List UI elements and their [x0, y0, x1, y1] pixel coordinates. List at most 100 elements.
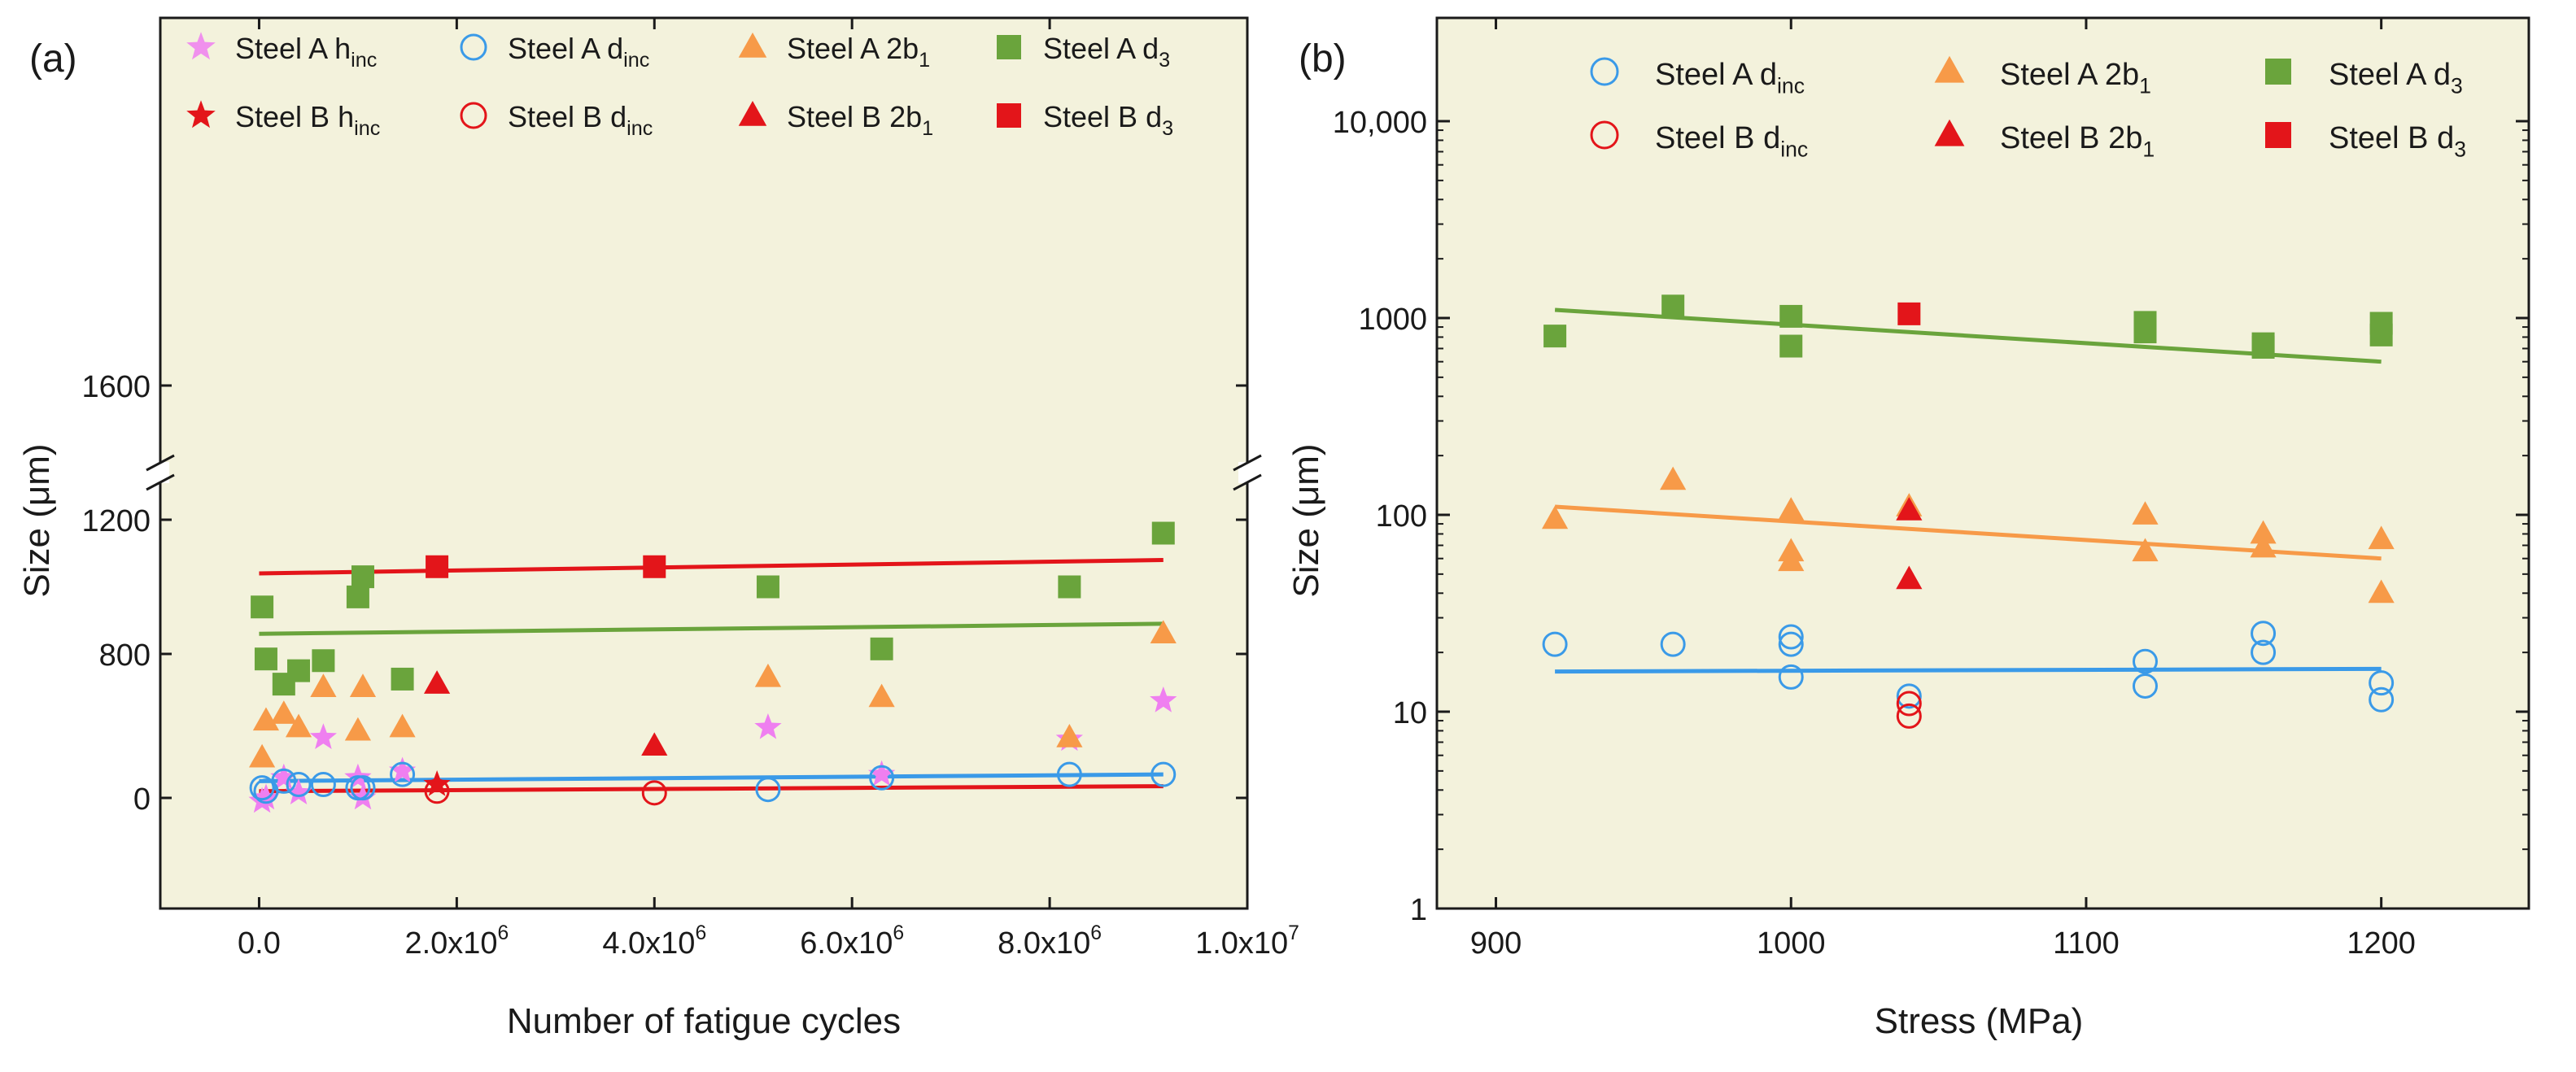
legend-marker: [1934, 55, 1965, 83]
data-point: [1056, 761, 1082, 787]
x-tick-label: 6.0x106: [800, 922, 904, 961]
fit-line: [1554, 307, 2382, 364]
data-point: [1541, 505, 1569, 529]
data-point: [270, 763, 298, 790]
x-tick-label: 1100: [2053, 926, 2120, 961]
panel-a: (a) Size (μm) Number of fatigue cycles 0…: [17, 16, 1299, 1041]
x-tick-label: 1.0x107: [1195, 922, 1299, 961]
data-point: [2251, 335, 2275, 359]
data-point: [1896, 691, 1922, 717]
data-point: [1778, 664, 1804, 690]
data-point: [388, 756, 417, 783]
data-point: [754, 713, 782, 739]
data-point: [641, 732, 668, 756]
data-point: [1542, 631, 1568, 657]
data-point: [426, 555, 449, 578]
data-point: [1150, 686, 1177, 712]
data-point: [2369, 670, 2395, 696]
legend-label: Steel B dinc: [508, 100, 653, 140]
data-point: [754, 663, 782, 687]
panel-b-ticks: 900 1000 1100 1200 1 10 100 1000 10,000: [1333, 18, 2529, 961]
data-point: [346, 585, 369, 608]
panel-a-plot-area: [159, 16, 1249, 910]
y-tick-label: 1000: [1358, 303, 1427, 337]
data-point: [389, 713, 416, 738]
data-point: [391, 667, 414, 691]
data-point: [2368, 579, 2395, 604]
fit-line: [259, 784, 1164, 794]
x-tick-label: 4.0x106: [602, 922, 706, 961]
data-point: [1896, 683, 1922, 709]
legend-marker: [997, 103, 1021, 128]
panel-a-legend: Steel A hinc Steel A dinc Steel A 2b1 Steel…: [186, 32, 1173, 140]
data-point: [2250, 534, 2277, 558]
legend-marker: [2265, 122, 2291, 148]
y-tick-label: 1600: [81, 370, 151, 404]
data-point: [248, 743, 276, 768]
fit-line: [1555, 666, 2382, 674]
y-tick-label: 100: [1376, 499, 1427, 534]
data-point: [309, 723, 337, 749]
data-point: [2132, 673, 2158, 699]
data-point: [424, 778, 450, 804]
legend-marker: [186, 100, 216, 129]
data-point: [641, 780, 667, 806]
legend-marker: [738, 101, 767, 126]
data-point: [2250, 520, 2277, 544]
legend-label: Steel A d3: [1043, 32, 1170, 72]
data-point: [1778, 631, 1804, 657]
data-point: [312, 649, 335, 673]
data-point: [349, 673, 377, 697]
data-point: [252, 707, 280, 731]
data-point: [252, 783, 280, 810]
panel-b-plot-area: [1435, 16, 2530, 910]
data-point: [390, 761, 416, 787]
data-point: [2368, 525, 2395, 550]
data-point: [2369, 323, 2393, 346]
legend-label: Steel B dinc: [1655, 121, 1808, 162]
data-point: [755, 777, 781, 803]
legend-label: Steel B 2b1: [2000, 121, 2155, 162]
x-tick-label: 1200: [2347, 926, 2416, 961]
y-tick-label: 1200: [81, 504, 151, 538]
data-point: [351, 565, 374, 589]
data-point: [869, 765, 895, 791]
data-point: [2251, 621, 2277, 647]
panel-a-y-axis-title: Size (μm): [17, 443, 57, 597]
data-point: [251, 595, 274, 619]
y-tick-label: 10: [1393, 696, 1427, 730]
data-point: [423, 670, 451, 694]
data-point: [287, 659, 311, 682]
panel-b: (b) Size (μm) Stress (MPa) 900 1000 1100 12…: [1286, 16, 2530, 1041]
fit-line: [259, 558, 1164, 576]
panel-a-x-axis-title: Number of fatigue cycles: [507, 1001, 901, 1041]
axis-break-gap-left: [151, 462, 169, 483]
data-point: [271, 768, 297, 794]
axis-break-slash: [146, 473, 175, 491]
data-point: [350, 775, 376, 801]
y-tick-label: 0: [133, 782, 151, 817]
data-point: [1056, 724, 1083, 747]
data-point: [344, 717, 372, 741]
data-point: [310, 673, 337, 697]
axis-break-slash: [1233, 473, 1262, 491]
data-point: [868, 760, 896, 787]
x-tick-label: 0.0: [238, 926, 281, 961]
data-point: [285, 713, 312, 738]
data-point: [2251, 639, 2277, 665]
data-point: [1778, 624, 1804, 650]
legend-marker: [1934, 119, 1965, 146]
panel-a-data-points: [248, 521, 1177, 813]
data-point: [2132, 538, 2159, 562]
axis-break-marks: [146, 454, 1262, 491]
axis-break-slash: [1233, 454, 1262, 472]
data-point: [285, 778, 312, 804]
data-point: [1779, 304, 1803, 328]
data-point: [1150, 761, 1177, 787]
panel-a-label: (a): [29, 37, 77, 81]
data-point: [643, 555, 666, 578]
legend-label: Steel A 2b1: [2000, 58, 2151, 98]
panel-a-ticks: 0.0 2.0x106 4.0x106 6.0x106 8.0x106 1.0x107 0 8…: [81, 18, 1299, 961]
data-point: [1151, 521, 1175, 545]
legend-marker: [1590, 57, 1619, 86]
